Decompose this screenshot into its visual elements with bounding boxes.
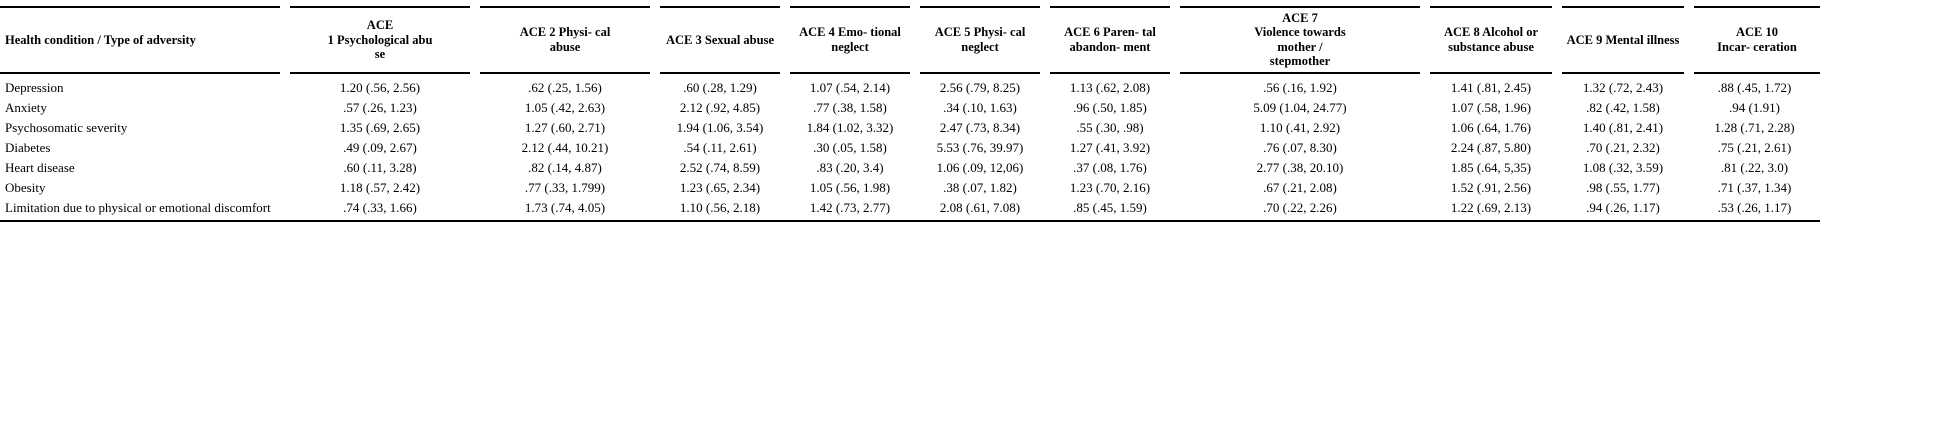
table-cell: 1.73 (.74, 4.05) — [524, 199, 606, 215]
table-cell: .57 (.26, 1.23) — [343, 99, 417, 115]
column-header-ace6-parental-abandonment: ACE 6 Paren- tal abandon- ment — [1050, 6, 1170, 74]
table-cell: .74 (.33, 1.66) — [343, 199, 417, 215]
table-cell: 1.07 (.54, 2.14) — [809, 79, 891, 95]
table-cell: .49 (.09, 2.67) — [343, 139, 417, 155]
table-cell: 1.94 (1.06, 3.54) — [676, 119, 764, 135]
table-cell: .38 (.07, 1.82) — [943, 179, 1017, 195]
table-cell: .70 (.22, 2.26) — [1263, 199, 1337, 215]
table-cell: .88 (.45, 1.72) — [1717, 79, 1792, 95]
table-cell: .70 (.21, 2.32) — [1586, 139, 1660, 155]
row-label-heart-disease: Heart disease — [5, 159, 75, 175]
table-cell: 1.27 (.41, 3.92) — [1069, 139, 1151, 155]
table-cell: 5.09 (1.04, 24.77) — [1253, 99, 1347, 115]
table-cell: .67 (.21, 2.08) — [1263, 179, 1337, 195]
table-cell: .83 (.20, 3.4) — [816, 159, 884, 175]
table-cell: 2.12 (.44, 10.21) — [521, 139, 609, 155]
table-cell: 1.84 (1.02, 3.32) — [806, 119, 894, 135]
column-header-ace2-physical-abuse: ACE 2 Physi- cal abuse — [480, 6, 650, 74]
table-cell: .34 (.10, 1.63) — [943, 99, 1017, 115]
row-label-psychosomatic-severity: Psychosomatic severity — [5, 119, 128, 135]
column-header-ace5-physical-neglect: ACE 5 Physi- cal neglect — [920, 6, 1040, 74]
table-cell: .55 (.30, .98) — [1076, 119, 1144, 135]
table-cell: 1.13 (.62, 2.08) — [1069, 79, 1151, 95]
table-cell: .62 (.25, 1.56) — [528, 79, 602, 95]
table-cell: 1.08 (.32, 3.59) — [1582, 159, 1664, 175]
table-cell: 1.10 (.41, 2.92) — [1259, 119, 1341, 135]
table-cell: 1.28 (.71, 2.28) — [1714, 119, 1795, 135]
table-cell: 1.10 (.56, 2.18) — [679, 199, 761, 215]
table-cell: 5.53 (.76, 39.97) — [936, 139, 1024, 155]
table-cell: 1.27 (.60, 2.71) — [524, 119, 606, 135]
table-cell: .82 (.42, 1.58) — [1586, 99, 1660, 115]
row-label-anxiety: Anxiety — [5, 99, 47, 115]
table-cell: .77 (.38, 1.58) — [813, 99, 887, 115]
table-cell: 1.05 (.42, 2.63) — [524, 99, 606, 115]
table-cell: 1.18 (.57, 2.42) — [339, 179, 421, 195]
table-cell: .82 (.14, 4.87) — [528, 159, 602, 175]
column-header-ace7-violence-towards-mother: ACE 7 Violence towards mother / stepmoth… — [1180, 6, 1420, 74]
table-cell: .60 (.28, 1.29) — [683, 79, 757, 95]
table-cell: .37 (.08, 1.76) — [1073, 159, 1147, 175]
table-cell: .85 (.45, 1.59) — [1073, 199, 1147, 215]
column-header-ace1-psychological-abuse: ACE 1 Psychological abu se — [290, 6, 470, 74]
row-label-obesity: Obesity — [5, 179, 46, 195]
table-cell: .30 (.05, 1.58) — [813, 139, 887, 155]
table-cell: 1.52 (.91, 2.56) — [1450, 179, 1532, 195]
table-cell: .94 (.26, 1.17) — [1586, 199, 1660, 215]
adversity-odds-ratio-table: Health condition / Type of adversity ACE… — [0, 6, 1820, 222]
table-cell: 2.08 (.61, 7.08) — [939, 199, 1021, 215]
column-header-ace10-incarceration: ACE 10 Incar- ceration — [1694, 6, 1820, 74]
table-cell: .53 (.26, 1.17) — [1717, 199, 1792, 215]
row-label-depression: Depression — [5, 79, 64, 95]
table-cell: 1.40 (.81, 2.41) — [1582, 119, 1664, 135]
table-cell: .98 (.55, 1.77) — [1586, 179, 1660, 195]
table-cell: .96 (.50, 1.85) — [1073, 99, 1147, 115]
table-cell: 2.47 (.73, 8.34) — [939, 119, 1021, 135]
table-cell: .81 (.22, 3.0) — [1720, 159, 1789, 175]
table-cell: .71 (.37, 1.34) — [1717, 179, 1792, 195]
table-cell: .56 (.16, 1.92) — [1263, 79, 1337, 95]
table-cell: 1.85 (.64, 5,35) — [1450, 159, 1532, 175]
table-cell: 2.24 (.87, 5.80) — [1450, 139, 1532, 155]
table-cell: .60 (.11, 3.28) — [343, 159, 417, 175]
column-header-ace8-alcohol-substance-abuse: ACE 8 Alcohol or substance abuse — [1430, 6, 1552, 74]
table-cell: 1.42 (.73, 2.77) — [809, 199, 891, 215]
column-header-ace4-emotional-neglect: ACE 4 Emo- tional neglect — [790, 6, 910, 74]
table-cell: 1.20 (.56, 2.56) — [339, 79, 421, 95]
table-cell: 1.41 (.81, 2.45) — [1450, 79, 1532, 95]
table-cell: .76 (.07, 8.30) — [1263, 139, 1337, 155]
table-cell: 1.07 (.58, 1.96) — [1450, 99, 1532, 115]
column-header-ace3-sexual-abuse: ACE 3 Sexual abuse — [660, 6, 780, 74]
table-cell: .75 (.21, 2.61) — [1717, 139, 1792, 155]
table-cell: 1.22 (.69, 2.13) — [1450, 199, 1532, 215]
column-header-ace9-mental-illness: ACE 9 Mental illness — [1562, 6, 1684, 74]
table-cell: 2.52 (.74, 8.59) — [679, 159, 761, 175]
table-cell: .94 (1.91) — [1729, 99, 1780, 115]
row-label-diabetes: Diabetes — [5, 139, 51, 155]
table-cell: .77 (.33, 1.799) — [524, 179, 606, 195]
table-cell: .54 (.11, 2.61) — [683, 139, 757, 155]
row-label-limitation-discomfort: Limitation due to physical or emotional … — [5, 199, 271, 215]
table-cell: 1.06 (.64, 1.76) — [1450, 119, 1532, 135]
table-cell: 1.06 (.09, 12,06) — [936, 159, 1024, 175]
column-header-health-condition: Health condition / Type of adversity — [0, 6, 280, 74]
table-cell: 1.35 (.69, 2.65) — [339, 119, 421, 135]
table-cell: 2.56 (.79, 8.25) — [939, 79, 1021, 95]
table-cell: 2.77 (.38, 20.10) — [1256, 159, 1344, 175]
table-cell: 1.23 (.70, 2.16) — [1069, 179, 1151, 195]
table-cell: 1.05 (.56, 1.98) — [809, 179, 891, 195]
table-cell: 2.12 (.92, 4.85) — [679, 99, 761, 115]
table-bottom-rule — [0, 218, 1820, 222]
page-body: Health condition / Type of adversity ACE… — [0, 6, 1820, 222]
table-cell: 1.32 (.72, 2.43) — [1582, 79, 1664, 95]
table-cell: 1.23 (.65, 2.34) — [679, 179, 761, 195]
